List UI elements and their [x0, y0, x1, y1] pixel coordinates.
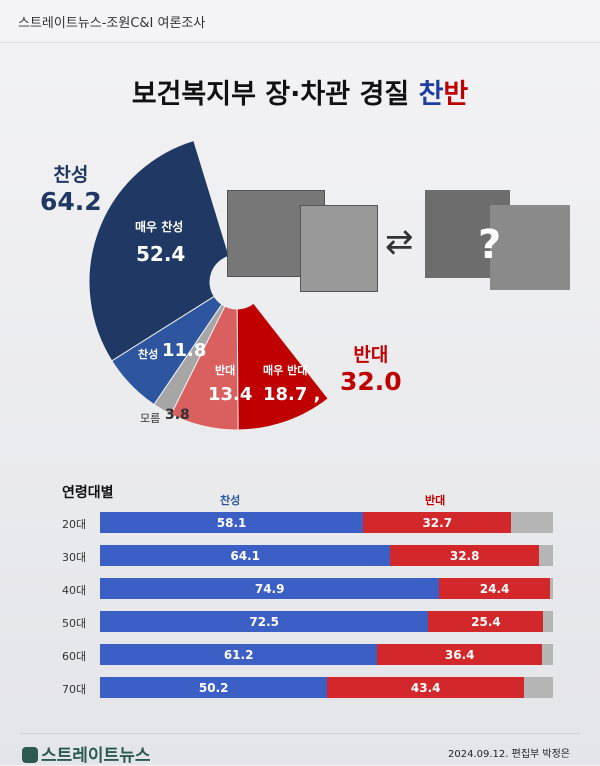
logo-icon — [22, 747, 38, 763]
slice-value: 13.4 — [208, 384, 253, 405]
other-segment — [542, 644, 553, 665]
con-segment: 24.4 — [439, 578, 550, 599]
age-label: 20대 — [62, 518, 87, 531]
age-label: 30대 — [62, 551, 87, 564]
slice-label: 모름 — [140, 412, 161, 425]
age-bar: 58.1 32.7 — [100, 512, 553, 533]
slice-value: 3.8 — [165, 407, 190, 423]
other-segment — [549, 578, 553, 599]
pie-slice — [88, 139, 230, 362]
other-segment — [511, 512, 553, 533]
page-title: 보건복지부 장·차관 경질 찬반 — [131, 79, 469, 110]
donut-chart — [88, 139, 329, 431]
age-label: 70대 — [62, 683, 87, 696]
slice-label: 반대 — [215, 364, 236, 377]
pro-segment: 61.2 — [100, 644, 378, 665]
other-segment — [523, 677, 553, 698]
slice-value: 52.4 — [136, 242, 186, 266]
con-segment: 32.8 — [390, 545, 539, 566]
swap-arrows-icon: ⇄ — [385, 222, 414, 262]
legend-con: 반대 — [425, 494, 446, 507]
source-text: 스트레이트뉴스-조원C&I 여론조사 — [18, 16, 206, 31]
slice-label: 매우 반대 — [263, 364, 308, 377]
pro-segment: 64.1 — [100, 545, 391, 566]
pro-total: 찬성 64.2 — [40, 164, 102, 216]
legend-pro: 찬성 — [220, 494, 241, 507]
con-segment: 36.4 — [377, 644, 543, 665]
other-segment — [543, 611, 553, 632]
age-section-title: 연령대별 — [62, 485, 114, 501]
footer-credit: 2024.09.12. 편집부 박정은 — [448, 749, 570, 760]
slice-value: 18.7 , — [263, 384, 321, 405]
age-bar: 74.9 24.4 — [100, 578, 553, 599]
pro-segment: 74.9 — [100, 578, 440, 599]
header: 스트레이트뉴스-조원C&I 여론조사 — [0, 0, 600, 43]
age-bar: 61.2 36.4 — [100, 644, 553, 665]
age-label: 50대 — [62, 617, 87, 630]
con-segment: 32.7 — [363, 512, 512, 533]
slice-value: 11.8 — [162, 340, 207, 361]
con-segment: 25.4 — [428, 611, 544, 632]
age-bar: 64.1 32.8 — [100, 545, 553, 566]
other-segment — [538, 545, 553, 566]
age-bar: 50.2 43.4 — [100, 677, 553, 698]
unknown-person-silhouette — [490, 205, 570, 290]
con-segment: 43.4 — [327, 677, 524, 698]
pie-slice — [236, 302, 329, 431]
footer-divider — [20, 733, 580, 734]
slice-label: 매우 찬성 — [135, 220, 184, 234]
age-label: 40대 — [62, 584, 87, 597]
slice-label: 찬성 — [138, 348, 159, 361]
pro-segment: 58.1 — [100, 512, 364, 533]
vice-minister-photo — [300, 205, 378, 292]
age-label: 60대 — [62, 650, 87, 663]
question-mark-icon: ? — [478, 222, 502, 268]
title-pro: 찬 — [418, 79, 444, 110]
con-total: 반대 32.0 — [340, 344, 402, 396]
footer-logo: 스트레이트뉴스 — [22, 741, 150, 766]
pro-segment: 72.5 — [100, 611, 429, 632]
title-con: 반 — [443, 79, 469, 110]
pro-segment: 50.2 — [100, 677, 328, 698]
age-bar: 72.5 25.4 — [100, 611, 553, 632]
